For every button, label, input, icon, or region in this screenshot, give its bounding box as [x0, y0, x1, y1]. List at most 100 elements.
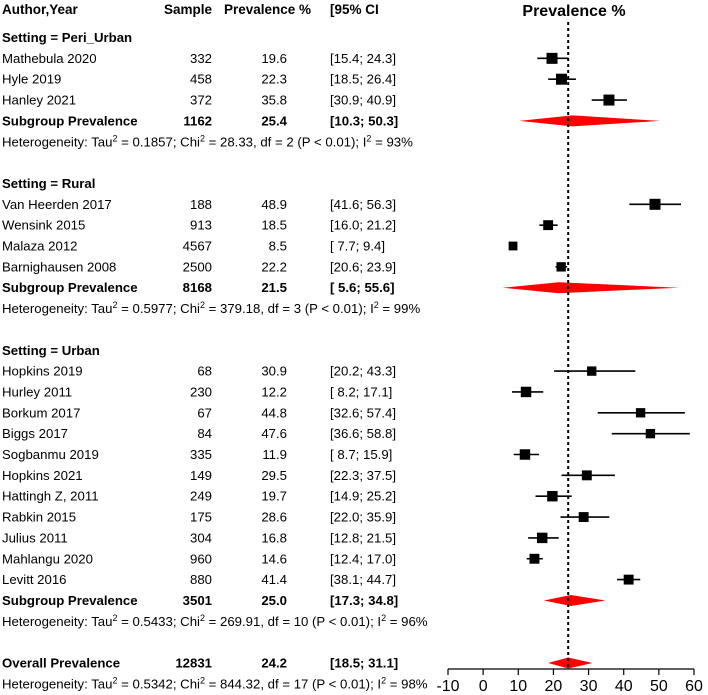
study-name: Julius 2011 [2, 530, 68, 545]
subgroup-prevalence: 25.0 [261, 593, 287, 608]
subgroup-ci: [17.3; 34.8] [330, 593, 398, 608]
study-sample: 880 [190, 572, 212, 587]
study-sample: 230 [190, 384, 212, 399]
study-sample: 304 [190, 530, 212, 545]
study-ci: [22.0; 35.9] [330, 510, 396, 525]
x-axis: -10 0 10 20 30 40 50 60 [436, 668, 703, 695]
study-sample: 68 [197, 364, 212, 379]
header-sample: Sample [164, 2, 213, 17]
study-prevalence: 11.9 [262, 447, 287, 462]
study-prevalence: 14.6 [261, 551, 287, 566]
study-ci: [30.9; 40.9] [330, 93, 396, 108]
study-name: Hattingh Z, 2011 [2, 489, 99, 504]
header-ci: [95% CI [330, 2, 379, 17]
study-marker [645, 428, 656, 439]
forest-marks [502, 22, 690, 669]
study-sample: 372 [190, 93, 212, 108]
study-ci: [18.5; 26.4] [330, 72, 396, 87]
study-name: Levitt 2016 [2, 572, 67, 587]
study-marker [587, 366, 597, 376]
study-ci: [20.6; 23.9] [330, 259, 396, 274]
study-marker [508, 241, 518, 251]
study-name: Borkum 2017 [2, 405, 80, 420]
study-name: Mahlangu 2020 [2, 551, 93, 566]
overall-label: Overall Prevalence [2, 656, 120, 671]
study-ci: [14.9; 25.2] [330, 489, 396, 504]
subgroup-prevalence: 25.4 [261, 113, 287, 128]
study-ci: [38.1; 44.7] [330, 572, 396, 587]
x-tick-label: 40 [615, 678, 633, 695]
study-name: Hyle 2019 [2, 72, 61, 87]
subgroup-sample: 1162 [183, 113, 212, 128]
study-sample: 84 [197, 426, 212, 441]
study-name: Barnighausen 2008 [2, 259, 116, 274]
overall-sample: 12831 [175, 656, 212, 671]
study-ci: [41.6; 56.3] [330, 197, 396, 212]
study-sample: 458 [190, 72, 212, 87]
study-prevalence: 12.2 [261, 384, 287, 399]
header-prevalence: Prevalence % [224, 2, 311, 17]
study-sample: 4567 [183, 239, 212, 254]
study-marker [547, 490, 558, 502]
study-sample: 149 [190, 468, 212, 483]
study-marker [519, 449, 531, 460]
group-label: Setting = Urban [2, 343, 100, 358]
study-marker [556, 73, 568, 85]
study-prevalence: 18.5 [261, 218, 287, 233]
study-ci: [ 8.7; 15.9] [330, 447, 392, 462]
study-ci: [15.4; 24.3] [330, 51, 396, 66]
study-prevalence: 19.6 [261, 51, 287, 66]
x-tick-label: -10 [436, 678, 459, 695]
subgroup-ci: [ 5.6; 55.6] [330, 280, 395, 295]
study-sample: 188 [190, 197, 212, 212]
study-sample: 249 [190, 489, 212, 504]
study-sample: 913 [190, 218, 212, 233]
study-sample: 175 [190, 510, 212, 525]
subgroup-sample: 3501 [183, 593, 212, 608]
study-name: Malaza 2012 [2, 239, 78, 254]
study-marker [581, 470, 592, 481]
study-prevalence: 47.6 [261, 426, 287, 441]
study-prevalence: 16.8 [261, 530, 287, 545]
study-marker [623, 574, 634, 585]
study-name: Biggs 2017 [2, 426, 68, 441]
study-prevalence: 29.5 [261, 468, 287, 483]
subgroup-prevalence: 21.5 [261, 280, 287, 295]
group-label: Setting = Rural [2, 176, 95, 191]
x-tick-label: 50 [650, 678, 668, 695]
study-marker [578, 512, 589, 522]
study-marker [546, 52, 558, 64]
study-prevalence: 8.5 [269, 239, 287, 254]
study-marker [536, 532, 548, 544]
study-name: Hopkins 2021 [2, 468, 83, 483]
study-prevalence: 19.7 [261, 489, 287, 504]
study-name: Sogbanmu 2019 [2, 447, 99, 462]
forest-rows: Setting = Peri_Urban Mathebula 2020 332 19.… [2, 30, 428, 691]
study-ci: [12.4; 17.0] [330, 551, 396, 566]
x-tick-label: 0 [479, 678, 488, 695]
study-name: Hanley 2021 [2, 93, 76, 108]
study-name: Wensink 2015 [2, 218, 85, 233]
header-study: Author,Year [2, 2, 79, 17]
overall-ci: [18.5; 31.1] [330, 656, 398, 671]
study-marker [556, 262, 566, 272]
study-sample: 960 [190, 551, 212, 566]
study-name: Van Heerden 2017 [2, 197, 112, 212]
subgroup-sample: 8168 [183, 280, 212, 295]
overall-prevalence: 24.2 [261, 656, 287, 671]
study-sample: 332 [190, 51, 212, 66]
subgroup-label: Subgroup Prevalence [2, 113, 138, 128]
study-sample: 335 [190, 447, 212, 462]
study-prevalence: 41.4 [261, 572, 287, 587]
x-tick-label: 10 [509, 678, 527, 695]
subgroup-diamond [519, 115, 660, 127]
study-ci: [ 8.2; 17.1] [330, 384, 392, 399]
study-name: Rabkin 2015 [2, 510, 76, 525]
x-tick-label: 30 [580, 678, 598, 695]
subgroup-ci: [10.3; 50.3] [330, 113, 398, 128]
study-name: Hurley 2011 [2, 384, 72, 399]
study-ci: [32.6; 57.4] [330, 405, 396, 420]
study-ci: [22.3; 37.5] [330, 468, 396, 483]
study-marker [649, 198, 661, 210]
subgroup-diamond [543, 594, 606, 606]
